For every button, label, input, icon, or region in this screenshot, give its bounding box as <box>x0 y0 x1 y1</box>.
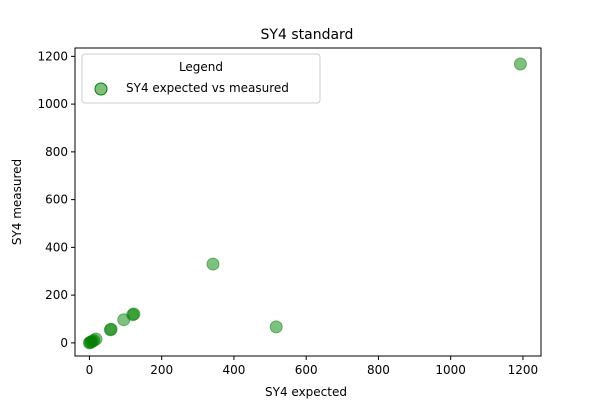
x-axis-ticks: 0 200 400 600 800 1000 1200 <box>86 356 539 377</box>
data-point <box>513 57 527 71</box>
y-tick-label: 1200 <box>37 49 68 63</box>
plot-frame <box>74 47 542 357</box>
data-point <box>89 332 103 346</box>
x-tick-label: 1000 <box>435 363 466 377</box>
y-tick-label: 1000 <box>37 97 68 111</box>
legend-box <box>81 53 321 104</box>
legend-title: Legend <box>179 60 223 74</box>
y-tick-label: 400 <box>45 240 68 254</box>
y-tick-label: 600 <box>45 193 68 207</box>
legend-entry-label: SY4 expected vs measured <box>126 81 289 95</box>
data-point <box>269 320 283 334</box>
data-point <box>104 322 118 336</box>
y-tick-label: 200 <box>45 288 68 302</box>
x-tick-label: 1200 <box>508 363 539 377</box>
legend: Legend SY4 expected vs measured <box>81 53 321 104</box>
data-point <box>206 257 220 271</box>
x-axis-title: SY4 expected <box>265 385 347 399</box>
x-tick-label: 0 <box>86 363 94 377</box>
data-points <box>82 57 527 350</box>
y-axis-title: SY4 measured <box>10 159 24 245</box>
y-axis-ticks: 0 200 400 600 800 1000 1200 <box>37 49 75 350</box>
data-point <box>127 307 141 321</box>
chart-title: SY4 standard <box>261 27 354 43</box>
y-tick-label: 0 <box>60 336 68 350</box>
legend-marker <box>94 82 108 96</box>
x-tick-label: 800 <box>367 363 390 377</box>
x-tick-label: 600 <box>295 363 318 377</box>
x-tick-label: 200 <box>150 363 173 377</box>
x-tick-label: 400 <box>222 363 245 377</box>
y-tick-label: 800 <box>45 145 68 159</box>
